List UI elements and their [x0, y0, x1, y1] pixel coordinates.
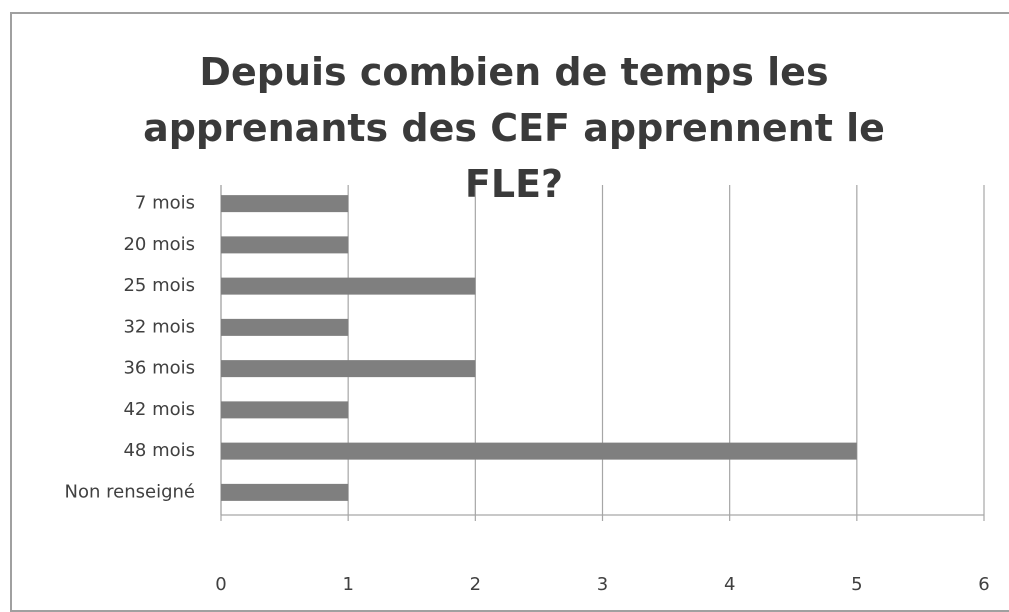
- bar: [221, 483, 349, 501]
- bar: [221, 360, 476, 378]
- page: {"chart_data": {"type": "hbar", "title":…: [10, 12, 1009, 612]
- y-tick-label: 48 mois: [123, 440, 195, 461]
- y-tick-label: 36 mois: [123, 358, 195, 379]
- y-tick-label: 42 mois: [123, 399, 195, 420]
- bar: [221, 277, 476, 295]
- x-tick-label: 1: [342, 574, 353, 594]
- y-tick-label: 7 mois: [135, 193, 195, 214]
- chart-title: Depuis combien de temps les apprenants d…: [143, 50, 885, 206]
- y-tick-label: 25 mois: [123, 275, 195, 296]
- bar: [221, 318, 349, 336]
- x-tick-label: 2: [470, 574, 481, 594]
- x-tick-label: 5: [851, 574, 862, 594]
- y-tick-label: Non renseigné: [65, 481, 195, 502]
- y-tick-label: 32 mois: [123, 316, 195, 337]
- y-tick-label: 20 mois: [123, 234, 195, 255]
- bar: [221, 401, 349, 419]
- x-tick-label: 4: [724, 574, 735, 594]
- x-tick-label: 3: [597, 574, 608, 594]
- bar: [221, 442, 857, 460]
- bar: [221, 236, 349, 254]
- chart: 0 1 2 3 4 5 6 7 mois 20 mois 25 mois 32 mois 36 moi…: [65, 185, 990, 594]
- x-tick-label: 0: [215, 574, 226, 594]
- bar: [221, 195, 349, 213]
- x-tick-label: 6: [978, 574, 989, 594]
